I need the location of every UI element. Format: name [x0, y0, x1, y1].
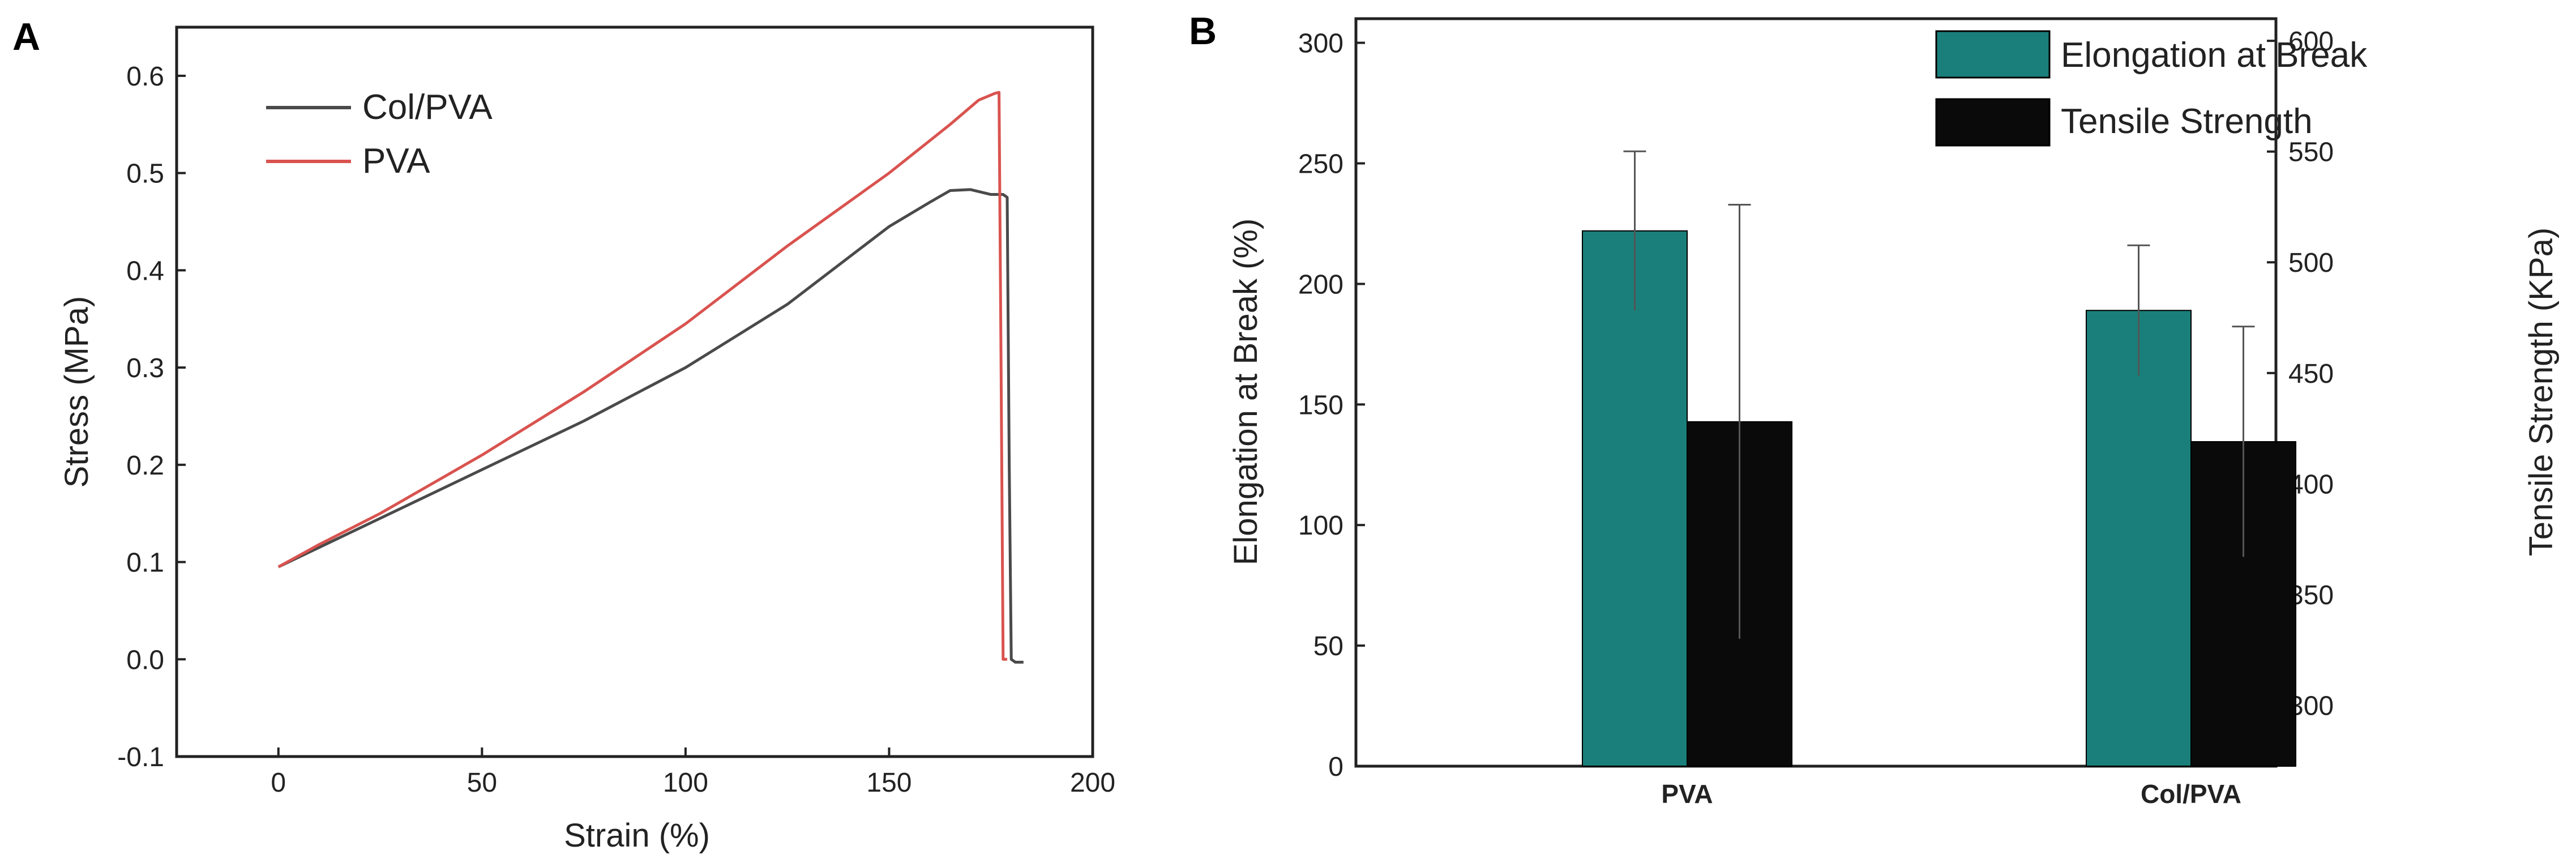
- y-tick-label-a: 0.0: [126, 645, 164, 675]
- series-lines-a: [277, 91, 1024, 664]
- legend-a: Col/PVA PVA: [266, 88, 493, 181]
- panel-b-bar-chart: B 05010015020025030030035040045050055060…: [1189, 10, 2560, 809]
- bar-elongation-at-break-col-pva: [2086, 310, 2192, 767]
- y-tick-label-a: 0.6: [126, 62, 164, 92]
- x-tick-label-a: 100: [663, 768, 708, 798]
- y-tick-label-b-left: 300: [1298, 29, 1343, 59]
- y-tick-label-b-left: 250: [1298, 149, 1343, 179]
- y-tick-label-b-left: 150: [1298, 390, 1343, 420]
- y-tick-label-a: 0.2: [126, 451, 164, 481]
- y-tick-label-a: 0.5: [126, 159, 164, 189]
- series-line-col-pva: [277, 188, 1024, 664]
- panel-a-label: A: [12, 15, 40, 58]
- axis-ticks-a: 0 50 100 150 200 -0.1 0.0 0.1 0.2 0.3 0.4 0.5 0.6: [117, 62, 1115, 798]
- legend-swatch-elongation: [1935, 30, 2051, 79]
- y-axis-label-a: Stress (MPa): [58, 296, 95, 488]
- x-axis-label-a: Strain (%): [564, 817, 710, 854]
- legend-label-pva: PVA: [362, 142, 430, 181]
- y-tick-label-b-right: 550: [2288, 138, 2334, 168]
- y-tick-label-b-left: 50: [1313, 631, 1343, 661]
- series-line-pva: [277, 91, 1007, 661]
- x-tick-label-a: 50: [467, 768, 497, 798]
- axis-ticks-b: 050100150200250300300350400450500550600P…: [1298, 27, 2334, 809]
- y-tick-label-b-right: 500: [2288, 248, 2334, 278]
- y-tick-label-a: 0.3: [126, 353, 164, 383]
- plot-frame-b: [1354, 17, 2278, 768]
- panel-a-line-chart: A 0 50 100 150 200-0.10.00.10.20.30.40.50.6 …: [12, 15, 1115, 854]
- y-axis-label-b-left: Elongation at Break (%): [1227, 219, 1264, 566]
- x-tick-label-a: 200: [1070, 768, 1115, 798]
- y-tick-label-b-left: 100: [1298, 511, 1343, 541]
- y-tick-label-a: 0.4: [126, 256, 164, 286]
- legend-label-elongation: Elongation at Break: [2061, 36, 2368, 75]
- y-tick-label-a: 0.1: [126, 548, 164, 578]
- plot-frame-a: [175, 25, 1094, 758]
- x-tick-label-a: 150: [866, 768, 912, 798]
- x-tick-label-a: 0: [271, 768, 286, 798]
- y-axis-label-b-right: Tensile Strength (KPa): [2523, 228, 2560, 556]
- y-tick-label-b-left: 0: [1328, 752, 1343, 782]
- legend-b: Elongation at Break Tensile Strength: [1935, 30, 2368, 147]
- y-tick-label-b-right: 600: [2288, 27, 2334, 57]
- legend-label-col-pva: Col/PVA: [362, 88, 493, 127]
- category-label-pva: PVA: [1661, 779, 1713, 809]
- legend-swatch-tensile: [1935, 98, 2051, 147]
- bar-elongation-at-break-pva: [1582, 230, 1688, 767]
- bars-b: [1582, 150, 2296, 767]
- panel-b-label: B: [1189, 10, 1217, 53]
- y-tick-label-a: -0.1: [117, 742, 164, 772]
- legend-label-tensile: Tensile Strength: [2061, 102, 2313, 141]
- y-tick-label-b-left: 200: [1298, 270, 1343, 300]
- category-label-col-pva: Col/PVA: [2141, 779, 2241, 809]
- y-tick-label-b-right: 450: [2288, 359, 2334, 389]
